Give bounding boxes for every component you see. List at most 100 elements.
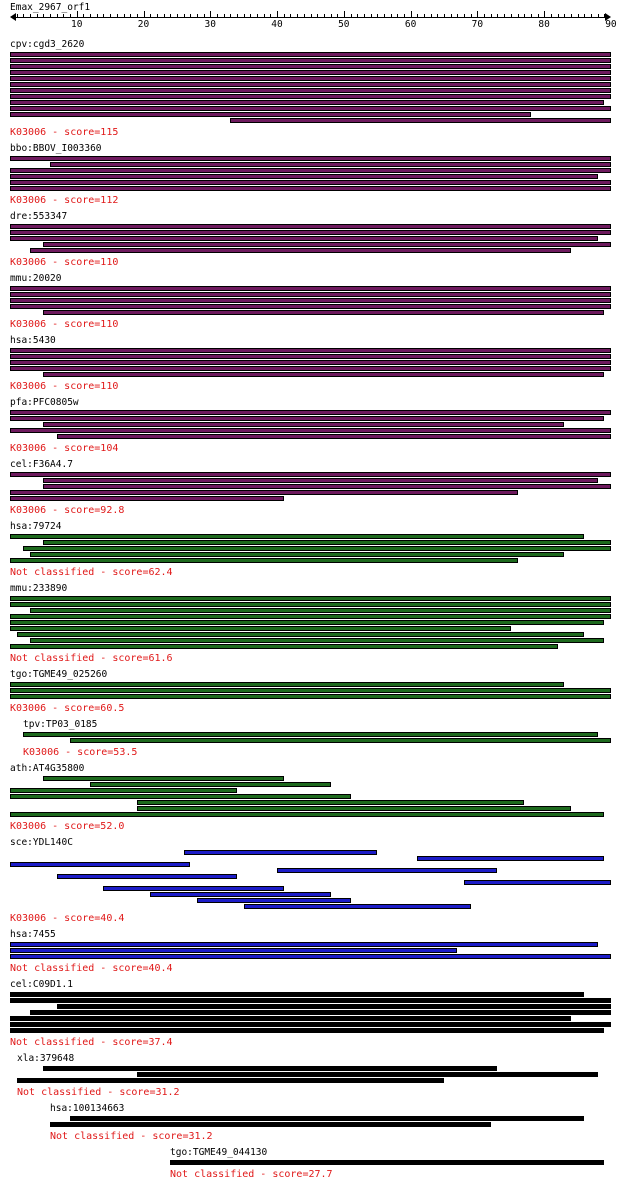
- alignment-segment[interactable]: [57, 874, 237, 879]
- alignment-segment[interactable]: [10, 224, 611, 229]
- alignment-segment[interactable]: [170, 1160, 604, 1165]
- alignment-segment[interactable]: [10, 472, 611, 477]
- alignment-segment[interactable]: [197, 898, 351, 903]
- alignment-segment[interactable]: [10, 236, 598, 241]
- alignment-segment[interactable]: [10, 180, 611, 185]
- alignment-segment[interactable]: [137, 1072, 598, 1077]
- alignment-segment[interactable]: [10, 688, 611, 693]
- alignment-segment[interactable]: [244, 904, 471, 909]
- alignment-segment[interactable]: [10, 112, 531, 117]
- alignment-segment[interactable]: [70, 1116, 584, 1121]
- alignment-segment[interactable]: [10, 230, 611, 235]
- alignment-segment[interactable]: [10, 862, 190, 867]
- hit-label[interactable]: hsa:100134663: [50, 1103, 125, 1114]
- alignment-segment[interactable]: [10, 76, 611, 81]
- alignment-segment[interactable]: [277, 868, 497, 873]
- alignment-segment[interactable]: [30, 552, 564, 557]
- alignment-segment[interactable]: [30, 638, 604, 643]
- hit-label[interactable]: tgo:TGME49_025260: [10, 669, 108, 680]
- hit-label[interactable]: cel:F36A4.7: [10, 459, 73, 470]
- alignment-segment[interactable]: [17, 632, 584, 637]
- hit-label[interactable]: tgo:TGME49_044130: [170, 1147, 268, 1158]
- hit-label[interactable]: dre:553347: [10, 211, 68, 222]
- alignment-segment[interactable]: [10, 88, 611, 93]
- alignment-segment[interactable]: [50, 1122, 491, 1127]
- alignment-segment[interactable]: [10, 94, 611, 99]
- alignment-segment[interactable]: [10, 156, 611, 161]
- alignment-segment[interactable]: [23, 732, 598, 737]
- alignment-segment[interactable]: [70, 738, 611, 743]
- alignment-segment[interactable]: [43, 1066, 497, 1071]
- alignment-segment[interactable]: [10, 82, 611, 87]
- alignment-segment[interactable]: [43, 484, 611, 489]
- alignment-segment[interactable]: [10, 682, 564, 687]
- hit-label[interactable]: tpv:TP03_0185: [23, 719, 98, 730]
- alignment-segment[interactable]: [43, 372, 604, 377]
- alignment-segment[interactable]: [10, 596, 611, 601]
- alignment-segment[interactable]: [30, 248, 571, 253]
- alignment-segment[interactable]: [57, 1004, 611, 1009]
- hit-label[interactable]: hsa:79724: [10, 521, 62, 532]
- hit-label[interactable]: pfa:PFC0805w: [10, 397, 79, 408]
- hit-label[interactable]: cel:C09D1.1: [10, 979, 73, 990]
- alignment-segment[interactable]: [43, 242, 611, 247]
- alignment-segment[interactable]: [23, 546, 611, 551]
- hit-label[interactable]: mmu:233890: [10, 583, 68, 594]
- alignment-segment[interactable]: [417, 856, 604, 861]
- alignment-segment[interactable]: [90, 782, 331, 787]
- hit-label[interactable]: sce:YDL140C: [10, 837, 73, 848]
- hit-label[interactable]: hsa:5430: [10, 335, 56, 346]
- alignment-segment[interactable]: [10, 620, 604, 625]
- alignment-segment[interactable]: [43, 478, 598, 483]
- hit-label[interactable]: xla:379648: [17, 1053, 75, 1064]
- alignment-segment[interactable]: [10, 168, 611, 173]
- alignment-segment[interactable]: [10, 794, 351, 799]
- alignment-segment[interactable]: [10, 534, 584, 539]
- hit-label[interactable]: cpv:cgd3_2620: [10, 39, 85, 50]
- alignment-segment[interactable]: [464, 880, 611, 885]
- alignment-segment[interactable]: [43, 422, 564, 427]
- alignment-segment[interactable]: [10, 416, 604, 421]
- alignment-segment[interactable]: [10, 304, 611, 309]
- alignment-segment[interactable]: [10, 1022, 611, 1027]
- alignment-segment[interactable]: [184, 850, 377, 855]
- alignment-segment[interactable]: [10, 942, 598, 947]
- alignment-segment[interactable]: [10, 1016, 571, 1021]
- alignment-segment[interactable]: [17, 1078, 444, 1083]
- alignment-segment[interactable]: [10, 948, 457, 953]
- alignment-segment[interactable]: [10, 812, 604, 817]
- alignment-segment[interactable]: [10, 292, 611, 297]
- alignment-segment[interactable]: [150, 892, 331, 897]
- alignment-segment[interactable]: [10, 694, 611, 699]
- alignment-segment[interactable]: [10, 64, 611, 69]
- alignment-segment[interactable]: [57, 434, 611, 439]
- alignment-segment[interactable]: [10, 788, 237, 793]
- alignment-segment[interactable]: [10, 428, 611, 433]
- alignment-segment[interactable]: [10, 614, 611, 619]
- alignment-segment[interactable]: [50, 162, 611, 167]
- alignment-segment[interactable]: [10, 52, 611, 57]
- hit-label[interactable]: mmu:20020: [10, 273, 62, 284]
- alignment-segment[interactable]: [10, 100, 604, 105]
- alignment-segment[interactable]: [10, 354, 611, 359]
- alignment-segment[interactable]: [10, 174, 598, 179]
- alignment-segment[interactable]: [10, 286, 611, 291]
- alignment-segment[interactable]: [10, 998, 611, 1003]
- alignment-segment[interactable]: [10, 58, 611, 63]
- alignment-segment[interactable]: [10, 626, 511, 631]
- alignment-segment[interactable]: [10, 106, 611, 111]
- alignment-segment[interactable]: [103, 886, 284, 891]
- alignment-segment[interactable]: [230, 118, 611, 123]
- alignment-segment[interactable]: [137, 800, 524, 805]
- alignment-segment[interactable]: [30, 1010, 611, 1015]
- alignment-segment[interactable]: [10, 992, 584, 997]
- alignment-segment[interactable]: [10, 490, 518, 495]
- alignment-segment[interactable]: [30, 608, 611, 613]
- alignment-segment[interactable]: [10, 410, 611, 415]
- alignment-segment[interactable]: [10, 366, 611, 371]
- alignment-segment[interactable]: [10, 70, 611, 75]
- alignment-segment[interactable]: [10, 186, 611, 191]
- alignment-segment[interactable]: [43, 540, 611, 545]
- alignment-segment[interactable]: [10, 954, 611, 959]
- alignment-segment[interactable]: [137, 806, 571, 811]
